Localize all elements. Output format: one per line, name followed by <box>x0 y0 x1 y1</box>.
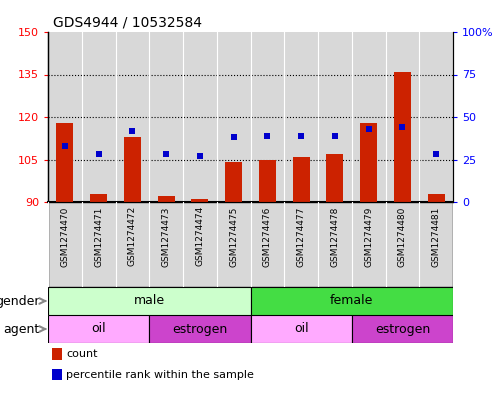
Point <box>162 151 170 158</box>
Bar <box>259 160 276 202</box>
Point <box>263 132 271 139</box>
Point <box>61 143 69 149</box>
Point <box>432 151 440 158</box>
Text: GSM1274480: GSM1274480 <box>398 206 407 266</box>
Text: count: count <box>66 349 98 359</box>
Bar <box>52 349 62 360</box>
Bar <box>149 315 250 343</box>
Point <box>196 153 204 159</box>
Bar <box>326 154 343 202</box>
Text: estrogen: estrogen <box>375 323 430 336</box>
Point <box>398 124 406 130</box>
Text: GSM1274474: GSM1274474 <box>195 206 205 266</box>
Point <box>331 132 339 139</box>
Bar <box>225 162 242 202</box>
Bar <box>48 202 453 287</box>
Bar <box>293 157 310 202</box>
Text: agent: agent <box>3 323 40 336</box>
Bar <box>352 315 453 343</box>
Text: GSM1274481: GSM1274481 <box>432 206 441 266</box>
Text: GSM1274478: GSM1274478 <box>330 206 339 266</box>
Point <box>95 151 103 158</box>
Bar <box>250 287 453 315</box>
Text: GSM1274475: GSM1274475 <box>229 206 238 266</box>
Bar <box>48 287 250 315</box>
Point <box>365 126 373 132</box>
Bar <box>52 369 62 380</box>
Text: GSM1274472: GSM1274472 <box>128 206 137 266</box>
Text: estrogen: estrogen <box>172 323 227 336</box>
Text: GSM1274473: GSM1274473 <box>162 206 171 266</box>
Bar <box>428 193 445 202</box>
Point <box>230 134 238 141</box>
Bar <box>124 137 141 202</box>
Text: GSM1274476: GSM1274476 <box>263 206 272 266</box>
Text: GSM1274471: GSM1274471 <box>94 206 103 266</box>
Bar <box>394 72 411 202</box>
Text: GDS4944 / 10532584: GDS4944 / 10532584 <box>53 16 202 30</box>
Text: oil: oil <box>294 323 309 336</box>
Bar <box>90 193 107 202</box>
Point <box>129 127 137 134</box>
Text: percentile rank within the sample: percentile rank within the sample <box>66 369 254 380</box>
Bar <box>56 123 73 202</box>
Text: female: female <box>330 294 373 307</box>
Bar <box>158 196 175 202</box>
Point <box>297 132 305 139</box>
Text: oil: oil <box>91 323 106 336</box>
Text: GSM1274477: GSM1274477 <box>297 206 306 266</box>
Bar <box>48 315 149 343</box>
Bar <box>250 315 352 343</box>
Bar <box>191 199 209 202</box>
Bar <box>360 123 377 202</box>
Text: GSM1274479: GSM1274479 <box>364 206 373 266</box>
Text: male: male <box>134 294 165 307</box>
Text: GSM1274470: GSM1274470 <box>60 206 70 266</box>
Text: gender: gender <box>0 294 40 307</box>
